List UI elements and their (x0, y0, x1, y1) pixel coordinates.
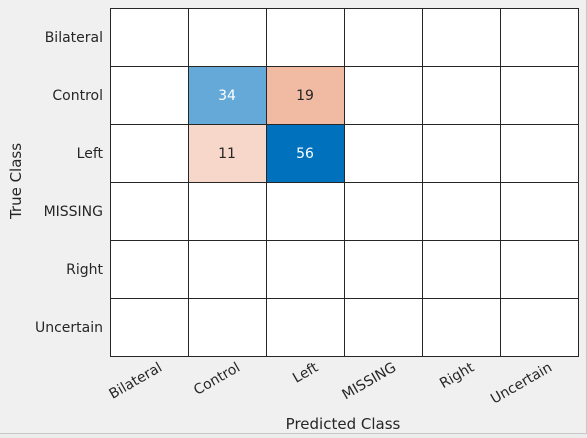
matrix-cell-5-0 (110, 298, 189, 357)
matrix-cell-1-2 (266, 66, 345, 125)
matrix-cell-5-5 (500, 298, 579, 357)
matrix-cell-2-5 (500, 124, 579, 183)
y-tick-label: Left (77, 146, 104, 162)
matrix-cell-2-2 (266, 124, 345, 183)
matrix-cell-0-5 (500, 8, 579, 67)
cell-value-1-2: 19 (296, 88, 314, 104)
matrix-cell-2-4 (422, 124, 501, 183)
matrix-cell-3-0 (110, 182, 189, 241)
matrix-cell-3-3 (344, 182, 423, 241)
matrix-cell-5-3 (344, 298, 423, 357)
matrix-cell-0-1 (188, 8, 267, 67)
x-tick-labels: Bilateral Control Left MISSING Right Uncertai… (107, 359, 555, 407)
matrix-cell-0-2 (266, 8, 345, 67)
y-axis-label: True Class (7, 143, 25, 220)
x-tick-label: MISSING (340, 360, 399, 404)
matrix-cell-3-2 (266, 182, 345, 241)
matrix-cell-3-4 (422, 182, 501, 241)
matrix-cell-1-4 (422, 66, 501, 125)
matrix-cell-5-1 (188, 298, 267, 357)
matrix-cell-2-0 (110, 124, 189, 183)
matrix-cell-4-3 (344, 240, 423, 299)
matrix-cell-5-2 (266, 298, 345, 357)
matrix-cell-0-3 (344, 8, 423, 67)
matrix-cell-4-5 (500, 240, 579, 299)
y-tick-label: Uncertain (35, 320, 103, 336)
matrix-cell-1-1 (188, 66, 267, 125)
matrix-cell-4-1 (188, 240, 267, 299)
x-tick-label: Right (437, 359, 477, 392)
x-tick-label: Uncertain (488, 360, 555, 408)
matrix-cell-1-3 (344, 66, 423, 125)
matrix-cell-3-5 (500, 182, 579, 241)
matrix-cell-5-4 (422, 298, 501, 357)
matrix-cell-1-5 (500, 66, 579, 125)
matrix-cell-0-0 (110, 8, 189, 67)
cell-value-2-1: 11 (218, 146, 236, 162)
y-tick-label: MISSING (44, 204, 103, 220)
cell-value-1-1: 34 (218, 88, 236, 104)
matrix-cell-0-4 (422, 8, 501, 67)
y-tick-label: Control (52, 88, 103, 104)
matrix-cell-2-3 (344, 124, 423, 183)
y-tick-labels: Bilateral Control Left MISSING Right Uncertai… (35, 30, 104, 336)
cell-value-2-2: 56 (296, 146, 314, 162)
matrix-cell-4-4 (422, 240, 501, 299)
y-tick-label: Right (66, 262, 103, 278)
x-tick-label: Left (290, 359, 321, 386)
matrix-cells (110, 8, 579, 357)
y-tick-label: Bilateral (45, 30, 103, 46)
x-tick-label: Control (191, 360, 243, 399)
matrix-cell-1-0 (110, 66, 189, 125)
x-axis-label: Predicted Class (286, 415, 401, 433)
matrix-cell-4-0 (110, 240, 189, 299)
matrix-cell-4-2 (266, 240, 345, 299)
matrix-cell-3-1 (188, 182, 267, 241)
x-tick-label: Bilateral (107, 360, 165, 403)
matrix-values: 34 19 11 56 (218, 88, 314, 162)
matrix-cell-2-1 (188, 124, 267, 183)
